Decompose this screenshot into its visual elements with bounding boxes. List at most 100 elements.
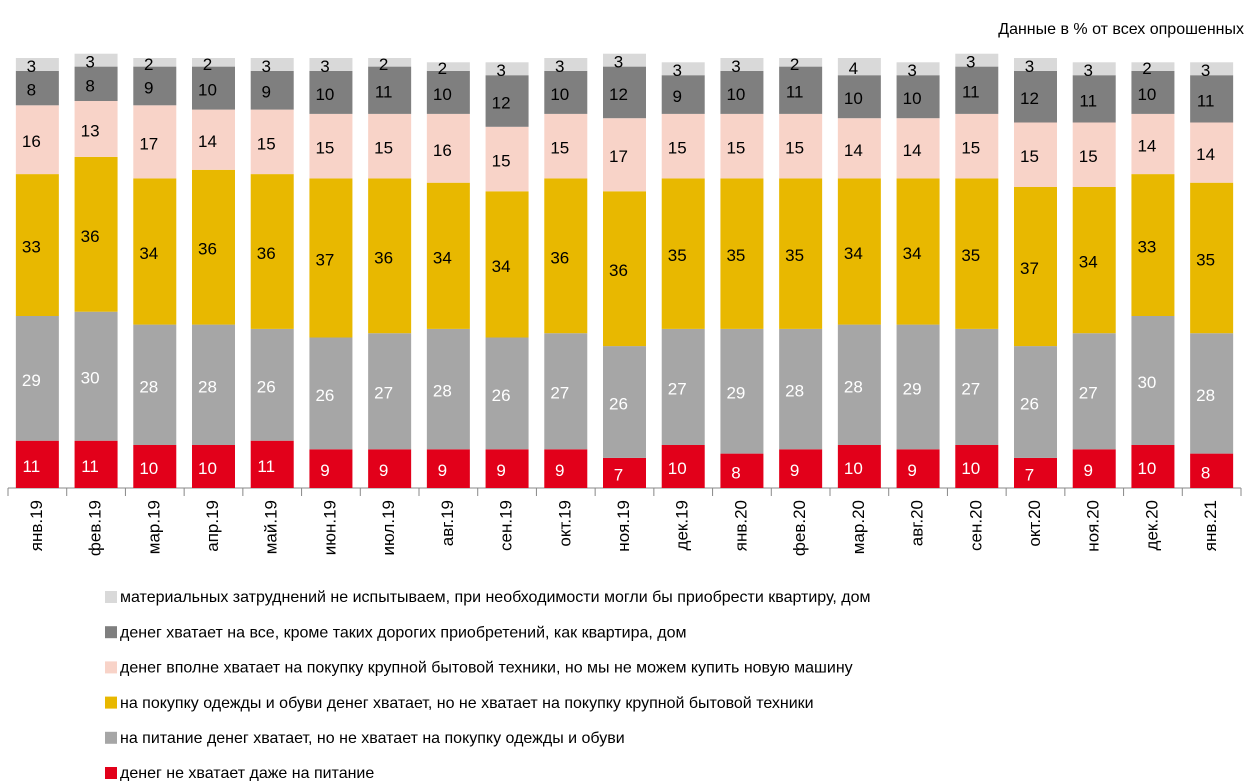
bar-segment <box>192 445 235 488</box>
value-label: 34 <box>139 244 158 263</box>
value-label: 9 <box>790 461 799 480</box>
value-label: 36 <box>81 227 100 246</box>
value-label: 34 <box>844 244 863 263</box>
bar-segment <box>1190 333 1234 454</box>
value-label: 29 <box>726 384 745 403</box>
value-label: 3 <box>496 61 505 80</box>
value-label: 8 <box>1201 463 1210 482</box>
value-label: 26 <box>257 377 276 396</box>
bar-segment <box>1072 187 1116 334</box>
value-label: 37 <box>315 250 334 269</box>
legend-swatch <box>105 767 117 779</box>
bar-segment <box>603 191 646 347</box>
legend-swatch <box>105 591 117 603</box>
bar-segment <box>368 66 412 114</box>
bar-segment <box>74 66 118 101</box>
legend-label: денег вполне хватает на покупку крупной … <box>120 660 853 677</box>
x-tick-label: янв.21 <box>1201 500 1220 551</box>
bar-segment <box>955 328 999 445</box>
bar-segment <box>1072 122 1116 187</box>
x-tick-label: янв.19 <box>27 500 46 551</box>
bar-segment <box>1014 122 1057 187</box>
value-label: 9 <box>379 461 388 480</box>
bar-segment <box>426 113 470 183</box>
bar-segment <box>1131 113 1175 175</box>
bar-segment <box>720 113 764 179</box>
legend-label: на питание денег хватает, но не хватает … <box>120 730 625 747</box>
x-tick-label: сен.20 <box>966 500 985 551</box>
legend-swatch <box>105 661 117 674</box>
value-label: 11 <box>962 83 980 102</box>
value-label: 33 <box>1137 238 1156 257</box>
value-label: 15 <box>374 139 393 158</box>
value-label: 27 <box>668 379 687 398</box>
bar-segment <box>133 66 177 106</box>
x-tick-label: дек.20 <box>1142 500 1161 550</box>
value-label: 28 <box>1196 386 1215 405</box>
value-label: 17 <box>609 147 628 166</box>
value-label: 14 <box>903 141 922 160</box>
value-label: 35 <box>1196 250 1215 269</box>
x-tick-label: сен.19 <box>497 500 516 551</box>
bar-segment <box>1014 187 1057 347</box>
legend-label: материальных затруднений не испытываем, … <box>120 589 871 606</box>
value-label: 13 <box>81 121 100 140</box>
bar-segment <box>15 316 59 441</box>
value-label: 27 <box>550 384 569 403</box>
bar-segment <box>15 105 59 175</box>
legend-swatch <box>105 731 117 744</box>
x-tick-label: июн.19 <box>320 500 339 555</box>
bar-segment <box>720 58 764 71</box>
x-tick-label: фев.19 <box>86 500 105 556</box>
value-label: 26 <box>492 386 511 405</box>
value-label: 28 <box>785 382 804 401</box>
bar-segment <box>779 449 823 488</box>
bar-segment <box>485 337 529 450</box>
unit-note: Данные в % от всех опрошенных <box>998 21 1244 38</box>
bar-segment <box>1190 75 1234 123</box>
value-label: 3 <box>1083 61 1092 80</box>
bar-segment <box>426 62 470 71</box>
bar-segment <box>1014 457 1057 488</box>
value-label: 10 <box>315 85 334 104</box>
value-label: 3 <box>1025 57 1034 76</box>
bar-segment <box>15 58 59 71</box>
bar-segment <box>1190 182 1234 334</box>
value-label: 9 <box>438 461 447 480</box>
bar-segment <box>15 174 59 316</box>
bar-segment <box>1072 449 1116 488</box>
value-label: 26 <box>315 386 334 405</box>
value-label: 3 <box>320 57 329 76</box>
value-label: 10 <box>198 459 217 478</box>
value-label: 34 <box>492 257 511 276</box>
bar-segment <box>250 328 294 441</box>
bar-segment <box>896 324 940 450</box>
bar-segment <box>1190 122 1234 183</box>
bar-segment <box>426 70 470 114</box>
bar-segment <box>544 58 588 71</box>
value-label: 35 <box>668 246 687 265</box>
value-label: 15 <box>668 139 687 158</box>
bar-segment <box>309 449 353 488</box>
bar-segment <box>661 445 705 488</box>
x-tick-label: ноя.20 <box>1084 500 1103 552</box>
value-label: 2 <box>203 55 212 74</box>
bar-segment <box>426 449 470 488</box>
bar-segment <box>837 58 881 76</box>
value-label: 10 <box>668 459 687 478</box>
value-label: 14 <box>844 141 863 160</box>
value-label: 28 <box>198 377 217 396</box>
x-tick-label: фев.20 <box>790 500 809 556</box>
value-label: 3 <box>555 57 564 76</box>
value-label: 2 <box>144 55 153 74</box>
bar-segment <box>779 58 823 67</box>
bar-segment <box>250 174 294 329</box>
value-label: 15 <box>961 139 980 158</box>
bar-segment <box>896 449 940 488</box>
bar-segment <box>779 178 823 329</box>
x-tick-label: апр.19 <box>203 500 222 552</box>
value-label: 36 <box>374 248 393 267</box>
value-label: 17 <box>139 134 158 153</box>
value-label: 15 <box>492 152 511 171</box>
bar-segment <box>368 113 412 179</box>
